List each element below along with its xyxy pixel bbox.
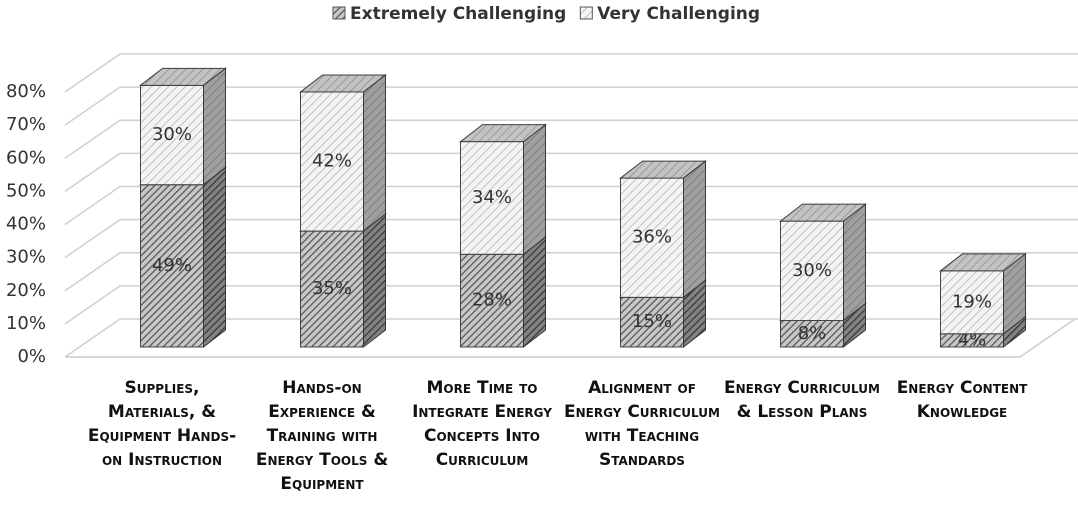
- grid-line: [64, 86, 1078, 126]
- bar-side-shade: [683, 280, 706, 347]
- bar-top-shade: [460, 124, 546, 142]
- bar-side-shade: [683, 161, 706, 298]
- y-tick-label: 80%: [6, 81, 46, 102]
- bar-top-shade: [300, 74, 386, 92]
- grid-line: [64, 252, 1078, 292]
- data-label: 35%: [312, 278, 352, 299]
- y-tick-label: 10%: [6, 313, 46, 334]
- bar-top-shade: [780, 204, 866, 222]
- legend-label: Very Challenging: [597, 4, 760, 24]
- data-label: 8%: [798, 323, 827, 344]
- bar-side-shade: [363, 214, 386, 347]
- bar-segment: [780, 320, 844, 348]
- bar-side-shade: [203, 167, 226, 347]
- grid-line: [64, 119, 1078, 159]
- bar-side-shade: [1003, 316, 1026, 347]
- data-label: 49%: [152, 255, 192, 276]
- legend-swatch: [332, 6, 346, 20]
- data-label: 4%: [958, 329, 987, 350]
- bar-segment: [460, 141, 524, 255]
- y-tick-label: 30%: [6, 247, 46, 268]
- bar-segment: [300, 230, 364, 348]
- data-label: 30%: [792, 260, 832, 281]
- bar-top: [299, 74, 387, 93]
- bar-side-shade: [363, 74, 386, 232]
- data-label: 42%: [312, 151, 352, 172]
- data-label: 36%: [632, 227, 672, 248]
- x-tick-label: Hands-on Experience & Training with Ener…: [255, 378, 389, 494]
- bar-side-shade: [523, 237, 546, 347]
- x-tick-label: Supplies, Materials, & Equipment Hands-o…: [87, 378, 237, 470]
- bar-top: [779, 203, 867, 222]
- bar-segment: [460, 253, 524, 348]
- bar-segment: [780, 220, 844, 321]
- y-tick-label: 20%: [6, 280, 46, 301]
- grid-line: [64, 285, 1078, 325]
- grid-line: [64, 185, 1078, 226]
- data-label: 19%: [952, 291, 992, 312]
- x-tick-label: Energy Content Knowledge: [896, 378, 1028, 422]
- bar-segment: [620, 296, 684, 348]
- grid-line: [64, 53, 1078, 93]
- y-tick-label: 70%: [6, 114, 46, 135]
- data-label: 15%: [632, 311, 672, 332]
- x-tick-label: Alignment of Energy Curriculum with Teac…: [564, 378, 720, 470]
- y-tick-label: 40%: [6, 214, 46, 235]
- bar-top: [459, 124, 547, 143]
- bar-side-shade: [1003, 253, 1026, 334]
- grid-line: [64, 318, 1078, 358]
- bar-top-shade: [140, 68, 226, 86]
- bar-top: [139, 67, 227, 86]
- bar-side-shade: [843, 303, 866, 347]
- grid-line: [64, 218, 1078, 259]
- bar-top: [939, 253, 1027, 272]
- legend-swatch: [579, 6, 593, 20]
- data-label: 34%: [472, 187, 512, 208]
- y-tick-label: 50%: [6, 180, 46, 201]
- bar-segment: [300, 91, 364, 232]
- data-label: 30%: [152, 124, 192, 145]
- x-tick-label: Energy Curriculum & Lesson Plans: [724, 378, 880, 422]
- bar-side-shade: [523, 124, 546, 255]
- grid-line: [64, 152, 1078, 192]
- y-tick-label: 0%: [17, 346, 46, 367]
- bar-side-shade: [203, 68, 226, 185]
- x-tick-label: More Time to Integrate Energy Concepts I…: [412, 378, 552, 470]
- bar-segment: [140, 84, 204, 186]
- y-tick-label: 60%: [6, 147, 46, 168]
- floor-edge: [65, 318, 1076, 358]
- data-label: 28%: [472, 290, 512, 311]
- bar-top-shade: [940, 253, 1026, 271]
- bar-top-shade: [620, 161, 706, 179]
- bar-top: [619, 160, 707, 179]
- legend-label: Extremely Challenging: [350, 4, 566, 24]
- bar-side-shade: [843, 204, 866, 321]
